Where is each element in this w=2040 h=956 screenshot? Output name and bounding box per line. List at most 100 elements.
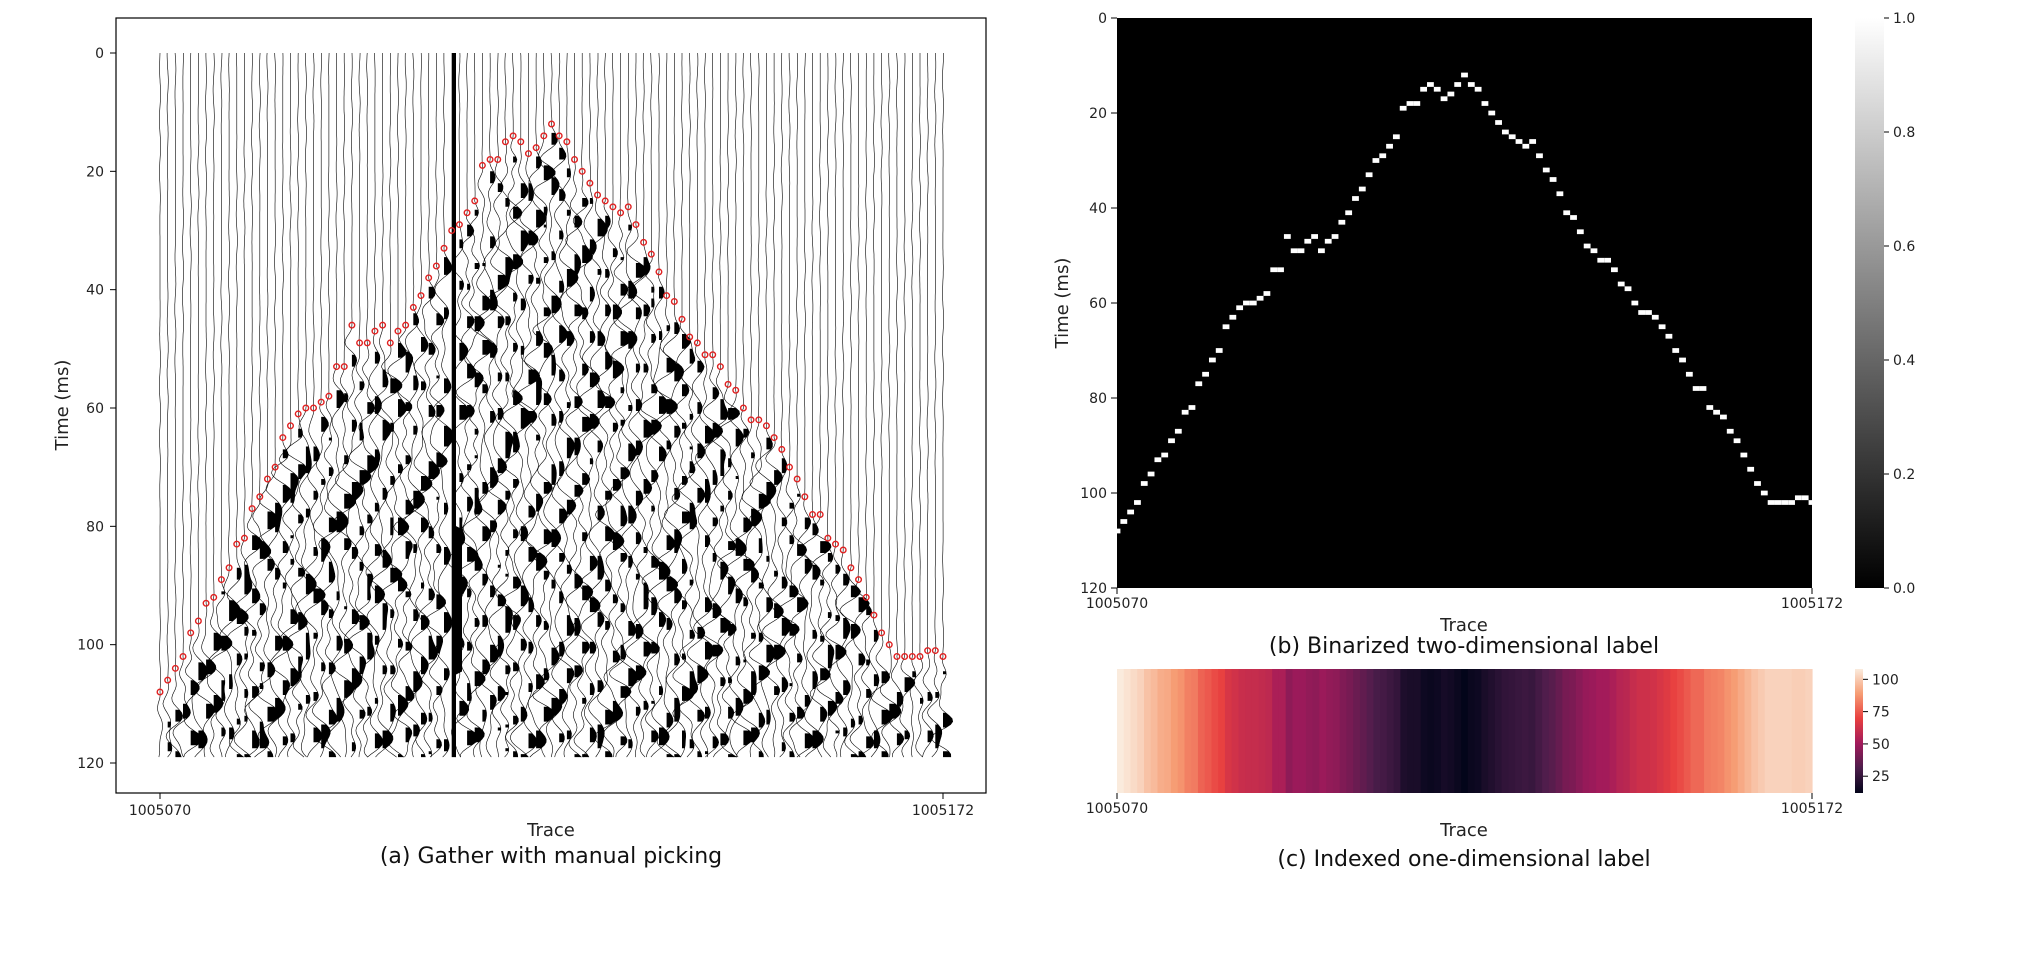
trace-fill-lobe — [589, 372, 600, 388]
trace-fill-lobe — [712, 644, 723, 657]
trace-fill-lobe — [390, 665, 396, 675]
panel-b-label-pixels — [1113, 72, 1816, 534]
trace-fill-lobe — [574, 304, 584, 317]
trace-fill-lobe — [728, 754, 737, 758]
trace-fill-lobe — [520, 585, 529, 607]
trace-fill-lobe — [912, 671, 916, 678]
label-pixel — [1202, 371, 1209, 377]
trace-fill-lobe — [467, 363, 476, 379]
trace-fill-lobe — [635, 573, 640, 580]
trace-fill-lobe — [505, 431, 514, 459]
trace-fill-lobe — [551, 413, 557, 426]
trace-fill-lobe — [413, 375, 419, 391]
label-pixel — [1495, 120, 1502, 125]
trace-fill-lobe — [620, 686, 632, 698]
pick-marker — [747, 416, 755, 424]
panel-c-x-ticks: 1005070 1005172 — [1086, 793, 1843, 817]
index-cell — [1359, 669, 1368, 793]
trace-fill-lobe — [643, 479, 652, 494]
index-cell — [1751, 669, 1759, 793]
trace-fill-lobe — [206, 659, 216, 675]
panel-b-x-tick-label: 1005070 — [1086, 596, 1148, 612]
index-cell — [1278, 669, 1287, 793]
panel-b-colorbar-tick-label: 1.0 — [1893, 11, 1915, 27]
trace-fill-lobe — [467, 641, 473, 651]
trace-fill-lobe — [620, 736, 627, 746]
trace-fill-lobe — [728, 706, 734, 719]
label-pixel — [1358, 186, 1366, 192]
trace-fill-lobe — [597, 555, 605, 580]
panel-a-ylabel: Time (ms) — [52, 360, 73, 452]
index-cell — [1157, 669, 1165, 793]
trace-fill-lobe — [659, 561, 671, 580]
trace-fill-lobe — [351, 419, 357, 432]
trace-fill-lobe — [520, 526, 528, 542]
trace-fill-lobe — [413, 490, 425, 509]
trace-fill-lobe — [858, 653, 866, 666]
trace-wiggle — [796, 53, 816, 758]
trace-fill-lobe — [651, 505, 655, 512]
trace-fill-lobe — [743, 517, 752, 533]
label-pixel — [1740, 452, 1748, 458]
trace-fill-lobe — [605, 526, 615, 542]
trace-wiggle — [662, 53, 685, 758]
index-cell — [1528, 669, 1536, 793]
index-cell — [1562, 669, 1570, 793]
pick-marker — [655, 268, 663, 276]
trace-fill-lobe — [751, 452, 755, 459]
index-cell — [1569, 669, 1577, 793]
trace-fill-lobe — [566, 615, 575, 636]
trace-fill-lobe — [351, 354, 357, 367]
trace-fill-lobe — [405, 686, 415, 701]
trace-fill-lobe — [528, 733, 538, 749]
trace-fill-lobe — [528, 597, 534, 613]
index-cell — [1400, 669, 1408, 793]
trace-fill-lobe — [620, 283, 628, 296]
trace-fill-lobe — [282, 541, 289, 553]
pick-marker — [770, 434, 778, 442]
index-cell — [1690, 669, 1698, 793]
trace-fill-lobe — [597, 218, 608, 237]
pick-marker — [302, 404, 310, 412]
trace-fill-lobe — [574, 484, 584, 497]
trace-fill-lobe — [927, 692, 933, 701]
trace-fill-lobe — [827, 700, 838, 716]
trace-fill-lobe — [920, 697, 924, 704]
label-pixel — [1338, 219, 1346, 225]
panel-b-x-tick-label: 1005172 — [1781, 596, 1843, 612]
pick-marker — [755, 416, 763, 424]
trace-wiggle — [478, 53, 500, 758]
panel-b-y-ticks: 0 20 40 60 80 100 120 — [1080, 11, 1117, 597]
pick-marker — [217, 576, 225, 584]
trace-fill-lobe — [543, 393, 552, 405]
trace-fill-lobe — [866, 736, 874, 749]
trace-fill-lobe — [513, 576, 522, 589]
trace-fill-lobe — [436, 375, 440, 379]
trace-fill-lobe — [298, 703, 303, 710]
trace-fill-lobe — [221, 727, 226, 737]
trace-fill-lobe — [290, 668, 301, 687]
trace-fill-lobe — [628, 405, 633, 411]
trace-fill-lobe — [359, 656, 366, 675]
index-cell — [1258, 669, 1267, 793]
label-pixel — [1222, 324, 1230, 330]
index-cell — [1123, 669, 1132, 793]
trace-fill-lobe — [436, 452, 448, 468]
label-pixel — [1488, 110, 1496, 116]
trace-fill-lobe — [582, 641, 590, 654]
pick-marker — [348, 321, 356, 329]
trace-fill-lobe — [597, 440, 603, 453]
pick-marker — [233, 540, 241, 548]
label-pixel — [1651, 314, 1659, 320]
trace-fill-lobe — [712, 517, 718, 527]
label-pixel — [1801, 495, 1809, 501]
pick-marker — [548, 120, 556, 128]
label-pixel — [1140, 481, 1148, 486]
trace-fill-lobe — [313, 632, 318, 639]
trace-fill-lobe — [605, 579, 612, 592]
trace-fill-lobe — [674, 754, 682, 758]
trace-wiggle — [494, 52, 514, 758]
trace-fill-lobe — [405, 727, 412, 743]
index-cell — [1805, 669, 1813, 793]
index-cell — [1143, 669, 1152, 793]
